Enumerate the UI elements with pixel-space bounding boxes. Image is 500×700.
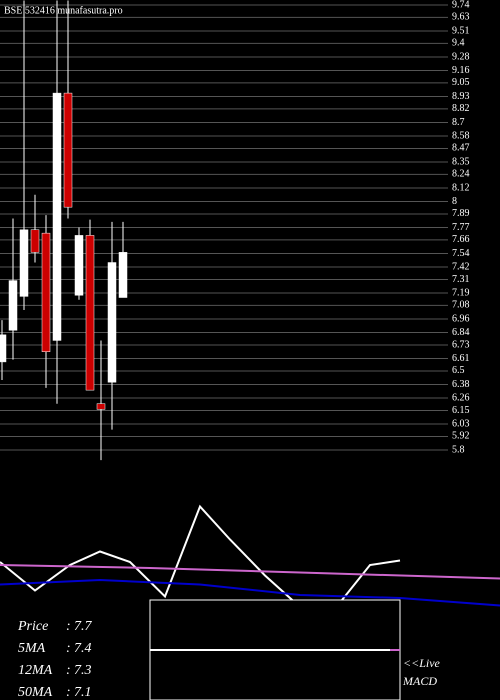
info-value: 7.3: [74, 663, 92, 678]
candle-body: [0, 334, 7, 363]
y-tick-label: 7.54: [452, 248, 470, 259]
y-tick-label: 6.03: [452, 418, 470, 429]
y-tick-label: 6.73: [452, 339, 470, 350]
y-tick-label: 7.77: [452, 222, 470, 233]
candle-body: [107, 262, 117, 383]
candle-body: [85, 235, 95, 391]
candle-body: [30, 229, 40, 253]
chart-title: BSE 532416 munafasutra.pro: [4, 5, 123, 16]
info-label: 50MA: [18, 685, 53, 700]
y-tick-label: 6.61: [452, 353, 470, 364]
y-tick-label: 7.19: [452, 287, 470, 298]
info-label: Price: [17, 619, 48, 634]
y-tick-label: 9.16: [452, 65, 470, 76]
info-label: 5MA: [18, 641, 46, 656]
y-tick-label: 6.96: [452, 313, 470, 324]
y-tick-label: 7.31: [452, 274, 470, 285]
y-tick-label: 6.84: [452, 327, 470, 338]
y-tick-label: 8.93: [452, 91, 470, 102]
y-tick-label: 5.8: [452, 444, 465, 455]
info-value: 7.7: [74, 619, 93, 634]
indicator-line: [0, 564, 500, 580]
y-tick-label: 9.28: [452, 51, 470, 62]
candle-body: [52, 92, 62, 341]
candle-body: [41, 232, 51, 352]
indicator-line: [0, 578, 500, 607]
info-colon: :: [66, 685, 71, 700]
indicator-line: [0, 504, 401, 604]
y-tick-label: 7.66: [452, 234, 470, 245]
y-tick-label: 6.5: [452, 365, 465, 376]
y-tick-label: 9.4: [452, 38, 465, 49]
info-label: 12MA: [18, 663, 53, 678]
info-colon: :: [66, 663, 71, 678]
y-tick-label: 9.51: [452, 25, 470, 36]
y-tick-label: 8.12: [452, 182, 470, 193]
y-tick-label: 8: [452, 196, 457, 207]
y-tick-label: 7.42: [452, 261, 470, 272]
candle-body: [8, 280, 18, 331]
y-tick-label: 9.05: [452, 77, 470, 88]
y-tick-label: 8.7: [452, 117, 465, 128]
y-tick-label: 7.08: [452, 300, 470, 311]
y-tick-label: 8.47: [452, 143, 470, 154]
y-tick-label: 8.82: [452, 103, 470, 114]
candle-body: [118, 252, 128, 298]
candle-body: [19, 229, 29, 297]
live-label: <<Live: [403, 656, 441, 670]
y-tick-label: 8.24: [452, 169, 470, 180]
candle-body: [74, 235, 84, 296]
y-tick-label: 9.63: [452, 12, 470, 23]
y-tick-label: 6.26: [452, 392, 470, 403]
y-tick-label: 8.35: [452, 156, 470, 167]
y-tick-label: 8.58: [452, 130, 470, 141]
info-value: 7.4: [74, 641, 92, 656]
y-tick-label: 6.38: [452, 379, 470, 390]
info-colon: :: [66, 619, 71, 634]
y-tick-label: 9.74: [452, 0, 470, 10]
candle-body: [63, 92, 73, 208]
y-tick-label: 7.89: [452, 208, 470, 219]
y-tick-label: 5.92: [452, 431, 470, 442]
info-colon: :: [66, 641, 71, 656]
macd-label: MACD: [402, 674, 437, 688]
y-tick-label: 6.15: [452, 405, 470, 416]
candle-body: [96, 403, 106, 410]
info-value: 7.1: [74, 685, 92, 700]
